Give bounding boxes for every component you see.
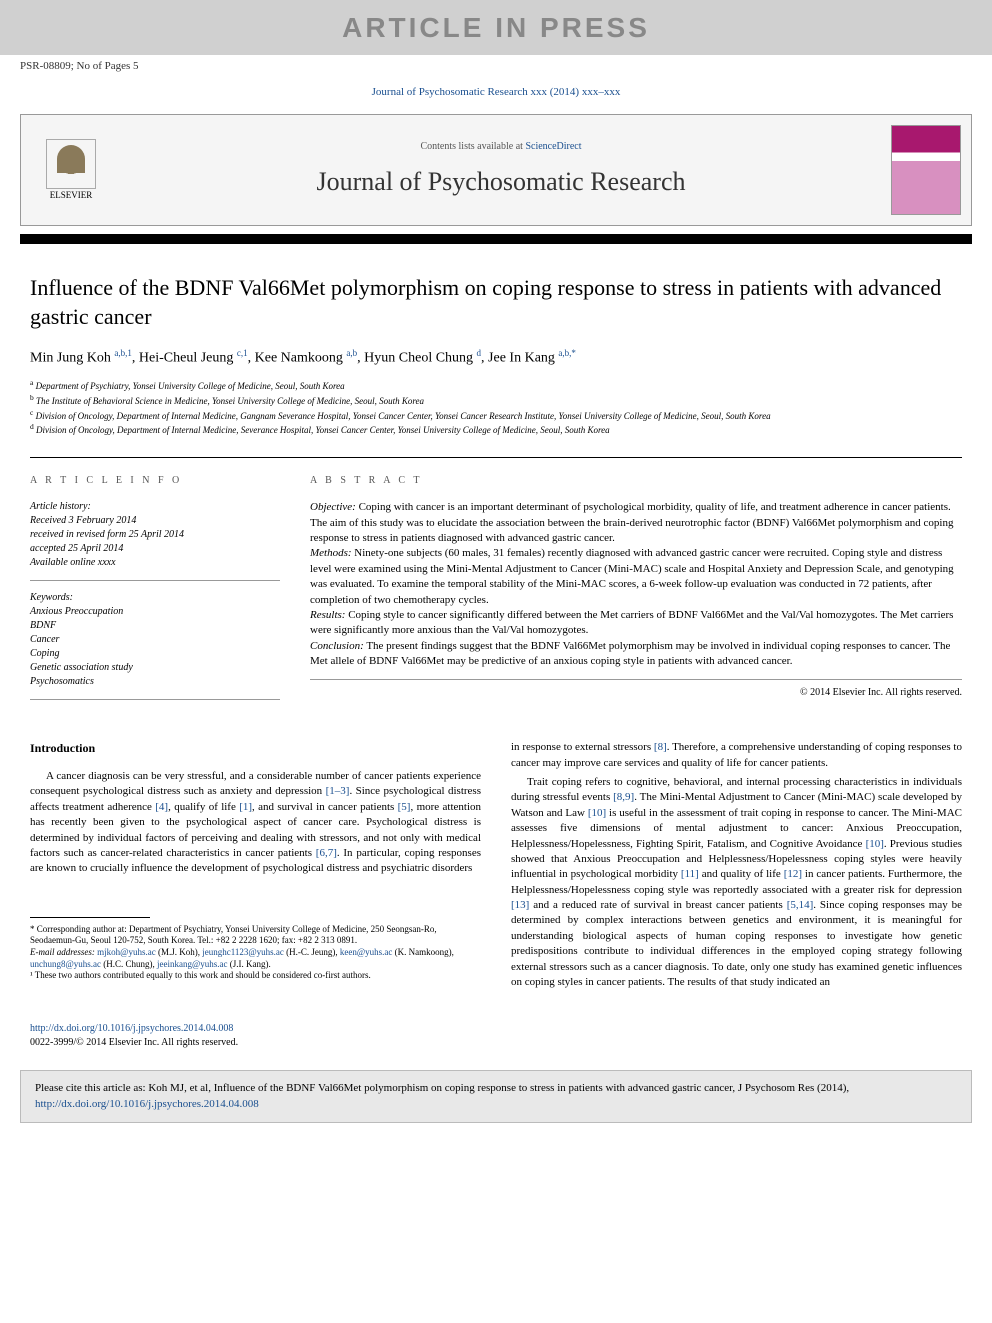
affiliations: a Department of Psychiatry, Yonsei Unive… xyxy=(30,378,962,437)
cite-text: Please cite this article as: Koh MJ, et … xyxy=(35,1082,849,1094)
journal-reference: Journal of Psychosomatic Research xxx (2… xyxy=(0,79,992,106)
sciencedirect-link[interactable]: ScienceDirect xyxy=(525,141,581,152)
ref-link[interactable]: [12] xyxy=(784,868,802,880)
keyword-item: BDNF xyxy=(30,619,280,633)
article-info-heading: a r t i c l e i n f o xyxy=(30,474,280,488)
abstract-copyright: © 2014 Elsevier Inc. All rights reserved… xyxy=(310,686,962,700)
authors-list: Min Jung Koh a,b,1, Hei-Cheul Jeung c,1,… xyxy=(30,347,962,368)
history-line: received in revised form 25 April 2014 xyxy=(30,528,280,542)
ref-link[interactable]: [4] xyxy=(155,801,168,813)
keyword-item: Cancer xyxy=(30,633,280,647)
ref-link[interactable]: [13] xyxy=(511,899,529,911)
co-first-note: ¹ These two authors contributed equally … xyxy=(30,970,481,982)
right-column: in response to external stressors [8]. T… xyxy=(511,740,962,1050)
keywords-block: Keywords: Anxious PreoccupationBDNFCance… xyxy=(30,591,280,700)
keyword-item: Genetic association study xyxy=(30,661,280,675)
history-line: Received 3 February 2014 xyxy=(30,514,280,528)
results-label: Results: xyxy=(310,609,345,621)
article-info-column: a r t i c l e i n f o Article history: R… xyxy=(30,474,280,710)
contents-available: Contents lists available at ScienceDirec… xyxy=(111,140,891,154)
ref-link[interactable]: [5] xyxy=(398,801,411,813)
ref-link[interactable]: [1] xyxy=(239,801,252,813)
corresponding-author: * Corresponding author at: Department of… xyxy=(30,924,481,947)
email-addresses: E-mail addresses: mjkoh@yuhs.ac (M.J. Ko… xyxy=(30,947,481,970)
article-title: Influence of the BDNF Val66Met polymorph… xyxy=(30,274,962,331)
citation-box: Please cite this article as: Koh MJ, et … xyxy=(20,1070,972,1123)
psr-number: PSR-08809; No of Pages 5 xyxy=(0,55,992,78)
objective-text: Coping with cancer is an important deter… xyxy=(310,501,953,544)
keywords-label: Keywords: xyxy=(30,591,280,605)
footnotes: * Corresponding author at: Department of… xyxy=(30,924,481,982)
intro-paragraph-1: A cancer diagnosis can be very stressful… xyxy=(30,769,481,877)
ref-link[interactable]: [6,7] xyxy=(316,847,337,859)
col2-paragraph-1: in response to external stressors [8]. T… xyxy=(511,740,962,771)
footnote-separator xyxy=(30,917,150,918)
doi-copyright: 0022-3999/© 2014 Elsevier Inc. All right… xyxy=(30,1036,481,1050)
history-line: accepted 25 April 2014 xyxy=(30,542,280,556)
ref-link[interactable]: [8,9] xyxy=(613,791,634,803)
email-link[interactable]: jeunghc1123@yuhs.ac xyxy=(202,947,284,957)
keyword-item: Psychosomatics xyxy=(30,675,280,689)
ref-link[interactable]: [1–3] xyxy=(326,785,350,797)
elsevier-tree-icon xyxy=(46,139,96,189)
ref-link[interactable]: [11] xyxy=(681,868,699,880)
doi-block: http://dx.doi.org/10.1016/j.jpsychores.2… xyxy=(30,1022,481,1050)
ref-link[interactable]: [10] xyxy=(588,807,606,819)
header-center: Contents lists available at ScienceDirec… xyxy=(111,140,891,200)
keyword-item: Anxious Preoccupation xyxy=(30,605,280,619)
journal-name: Journal of Psychosomatic Research xyxy=(111,164,891,200)
abstract-heading: a b s t r a c t xyxy=(310,474,962,488)
ref-link[interactable]: [8] xyxy=(654,741,667,753)
email-link[interactable]: keen@yuhs.ac xyxy=(340,947,393,957)
introduction-heading: Introduction xyxy=(30,740,481,757)
ref-link[interactable]: [5,14] xyxy=(787,899,814,911)
elsevier-text: ELSEVIER xyxy=(50,189,93,202)
contents-text: Contents lists available at xyxy=(420,141,525,152)
ref-link[interactable]: [10] xyxy=(866,838,884,850)
history-label: Article history: xyxy=(30,500,280,514)
methods-label: Methods: xyxy=(310,547,352,559)
conclusion-label: Conclusion: xyxy=(310,640,364,652)
journal-header: ELSEVIER Contents lists available at Sci… xyxy=(20,114,972,226)
keyword-item: Coping xyxy=(30,647,280,661)
conclusion-text: The present findings suggest that the BD… xyxy=(310,640,950,667)
results-text: Coping style to cancer significantly dif… xyxy=(310,609,953,636)
col2-paragraph-2: Trait coping refers to cognitive, behavi… xyxy=(511,775,962,990)
abstract-column: a b s t r a c t Objective: Coping with c… xyxy=(310,474,962,710)
separator-bar xyxy=(20,234,972,244)
abstract-text: Objective: Coping with cancer is an impo… xyxy=(310,500,962,680)
left-column: Introduction A cancer diagnosis can be v… xyxy=(30,740,481,1050)
email-link[interactable]: mjkoh@yuhs.ac xyxy=(97,947,156,957)
article-in-press-banner: ARTICLE IN PRESS xyxy=(0,0,992,55)
elsevier-logo: ELSEVIER xyxy=(31,130,111,210)
email-link[interactable]: unchung8@yuhs.ac xyxy=(30,959,101,969)
journal-cover-thumbnail xyxy=(891,125,961,215)
cite-doi-link[interactable]: http://dx.doi.org/10.1016/j.jpsychores.2… xyxy=(35,1098,259,1110)
history-line: Available online xxxx xyxy=(30,556,280,570)
article-history: Article history: Received 3 February 201… xyxy=(30,500,280,581)
objective-label: Objective: xyxy=(310,501,356,513)
email-link[interactable]: jeeinkang@yuhs.ac xyxy=(157,959,228,969)
doi-link[interactable]: http://dx.doi.org/10.1016/j.jpsychores.2… xyxy=(30,1023,233,1034)
methods-text: Ninety-one subjects (60 males, 31 female… xyxy=(310,547,954,605)
